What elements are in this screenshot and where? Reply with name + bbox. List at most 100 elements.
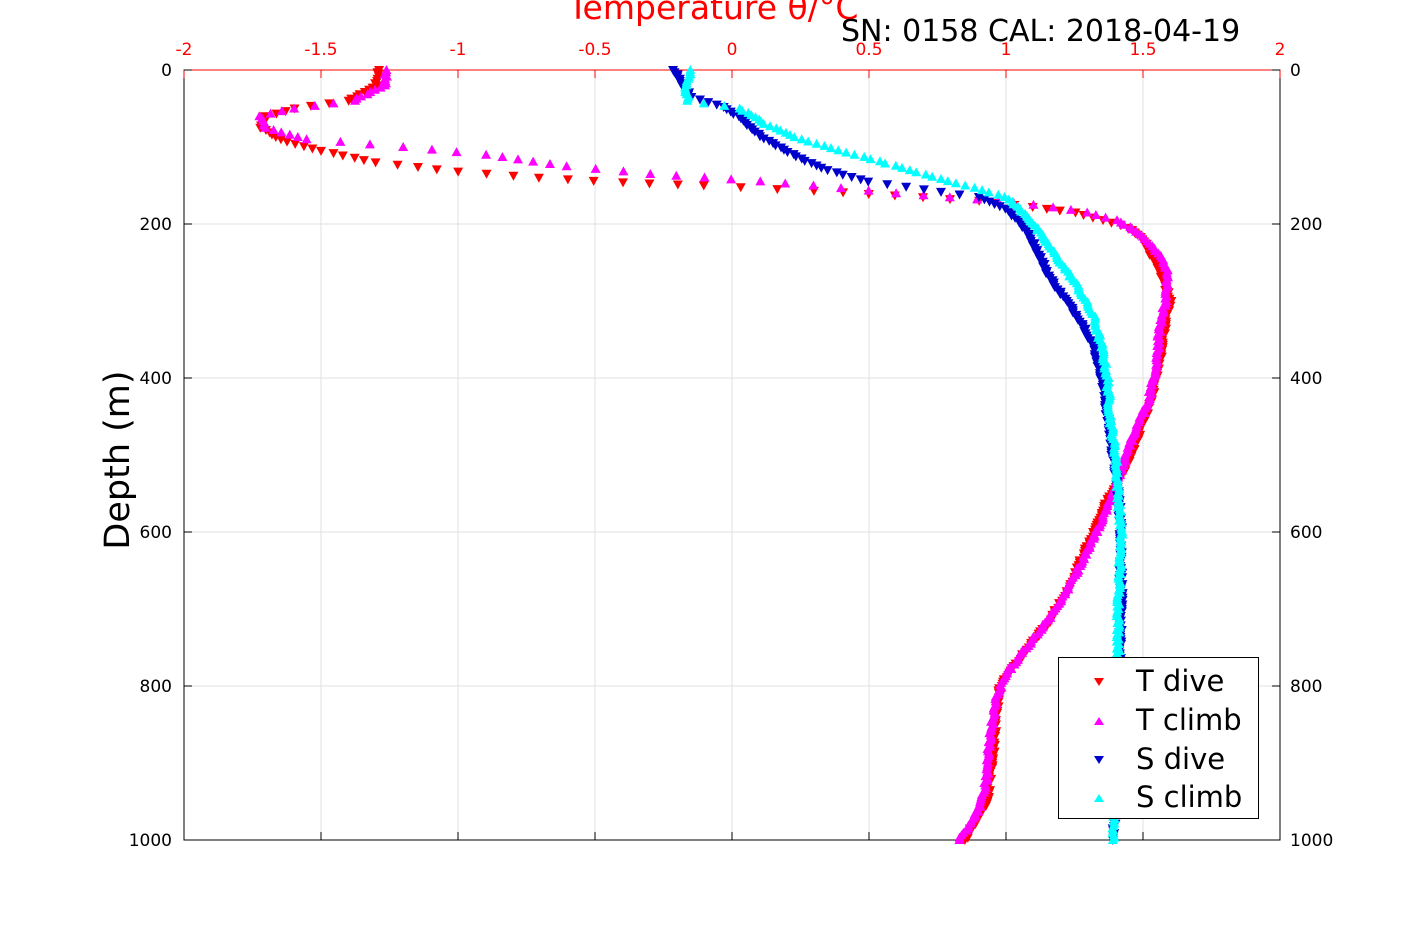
t-climb-point <box>265 108 276 118</box>
y-tick-label-left: 0 <box>161 61 172 81</box>
t-climb-point <box>512 154 523 164</box>
s-dive-point <box>936 187 947 197</box>
legend-item-t-climb: T climb <box>1059 701 1258 739</box>
s-climb-point <box>841 147 852 157</box>
s-dive-point <box>1025 236 1036 246</box>
y-tick-label-right: 1000 <box>1290 831 1333 851</box>
triangle-down-icon <box>1094 678 1104 686</box>
t-dive-point <box>735 183 746 193</box>
s-dive-point <box>901 182 912 192</box>
s-dive-point <box>994 202 1005 212</box>
t-climb-point <box>289 103 300 113</box>
t-climb-point <box>671 170 682 180</box>
t-climb-point <box>918 190 929 200</box>
t-dive-point <box>672 180 683 190</box>
t-dive-point <box>282 137 293 147</box>
s-climb-point <box>993 189 1004 199</box>
y-tick-label-right: 600 <box>1290 523 1322 543</box>
legend-item-s-climb: S climb <box>1059 778 1258 816</box>
t-dive-point <box>481 169 492 179</box>
t-climb-point <box>590 163 601 173</box>
s-climb-point <box>775 125 786 135</box>
s-dive-point <box>837 170 848 180</box>
s-dive-point <box>1021 227 1032 237</box>
t-climb-point <box>301 134 312 144</box>
s-dive-point <box>831 168 842 178</box>
s-climb-point <box>758 118 769 128</box>
triangle-down-icon <box>1094 756 1104 764</box>
t-dive-point <box>349 153 360 163</box>
t-dive-point <box>533 173 544 183</box>
s-climb-point <box>796 134 807 144</box>
s-dive-point <box>989 199 1000 209</box>
t-climb-point <box>755 176 766 186</box>
t-dive-point <box>588 176 599 186</box>
s-climb-point <box>897 162 908 172</box>
s-climb-point <box>698 98 709 108</box>
t-climb-point <box>398 142 409 151</box>
t-dive-point <box>298 142 309 152</box>
t-dive-point <box>508 171 519 181</box>
y-tick-label-right: 400 <box>1290 369 1322 389</box>
y-tick-label-right: 0 <box>1290 61 1301 81</box>
t-dive-point <box>698 181 709 191</box>
s-climb-point <box>874 156 885 166</box>
y-tick-label-left: 1000 <box>129 831 172 851</box>
x-tick-label: -2 <box>176 40 193 60</box>
s-climb-point <box>849 149 860 159</box>
t-climb-point <box>954 835 965 844</box>
x-tick-label: -0.5 <box>578 40 611 60</box>
s-dive-point <box>754 132 765 142</box>
x-tick-label: 0 <box>727 40 738 60</box>
s-climb-point <box>825 143 836 153</box>
t-climb-point <box>350 95 361 105</box>
x-tick-label: -1.5 <box>304 40 337 60</box>
t-dive-point <box>618 178 629 188</box>
t-dive-point <box>1054 206 1065 216</box>
s-climb-point <box>803 136 814 146</box>
s-dive-point <box>764 136 775 146</box>
y-tick-label-left: 600 <box>140 523 172 543</box>
t-climb-point <box>726 174 737 184</box>
t-climb-point <box>780 178 791 188</box>
s-climb-point <box>904 165 915 175</box>
y-tick-label-left: 200 <box>140 215 172 235</box>
t-dive-point <box>307 144 318 154</box>
x-tick-label: -1 <box>450 40 467 60</box>
s-climb-point <box>983 187 994 197</box>
s-dive-point <box>855 175 866 185</box>
y-tick-label-left: 800 <box>140 677 172 697</box>
t-climb-point <box>260 122 271 132</box>
triangle-up-icon <box>1094 717 1104 725</box>
x-tick-label: 1 <box>1001 40 1012 60</box>
t-climb-point <box>528 156 539 166</box>
s-climb-point <box>719 100 730 110</box>
t-dive-point <box>358 156 369 166</box>
s-climb-point <box>819 140 830 150</box>
t-dive-point <box>290 139 301 149</box>
t-climb-point <box>863 185 874 195</box>
t-dive-point <box>412 163 423 173</box>
s-dive-point <box>846 173 857 183</box>
y-tick-label-right: 200 <box>1290 215 1322 235</box>
data-points <box>254 65 1177 845</box>
t-climb-point <box>1065 204 1076 214</box>
t-dive-point <box>370 158 381 168</box>
t-dive-point <box>343 96 354 106</box>
s-climb-point <box>789 132 800 142</box>
t-climb-point <box>426 144 437 154</box>
t-dive-point <box>562 175 573 185</box>
t-climb-point <box>328 98 339 108</box>
t-climb-point <box>944 192 955 202</box>
s-climb-point <box>911 167 922 177</box>
y-axis-title: Depth (m) <box>98 370 138 550</box>
t-climb-point <box>364 139 375 149</box>
t-climb-point <box>375 82 386 92</box>
s-climb-point <box>969 182 980 192</box>
s-climb-point <box>682 95 693 105</box>
t-climb-point <box>561 161 572 171</box>
s-climb-point <box>977 185 988 195</box>
s-dive-point <box>749 127 760 137</box>
t-climb-point <box>891 188 902 198</box>
triangle-up-icon <box>1094 794 1104 802</box>
